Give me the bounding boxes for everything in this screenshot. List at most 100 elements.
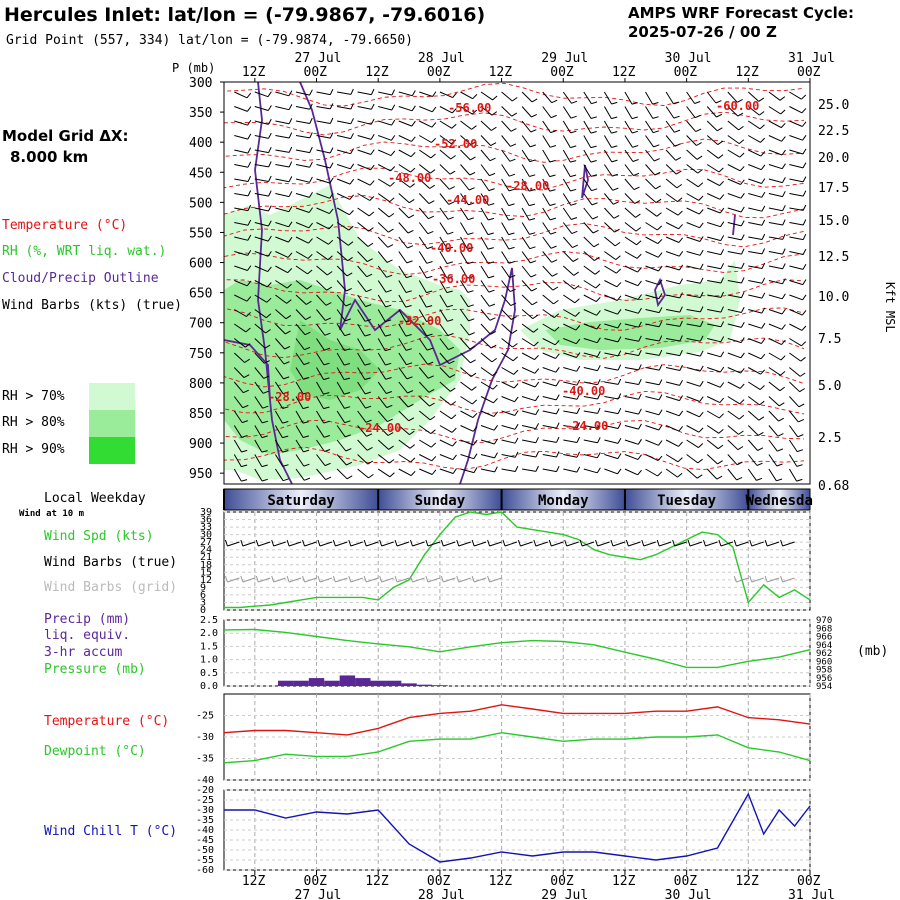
- wind-barb: [233, 425, 248, 438]
- surface-wind-barb-true: [733, 539, 749, 547]
- pressure-tick-label: 300: [189, 76, 212, 91]
- wind-barb: [501, 465, 519, 472]
- wind-barb: [604, 236, 621, 247]
- wind-barb: [563, 352, 581, 358]
- wind-barb: [316, 309, 332, 321]
- wind-barb: [768, 233, 786, 240]
- wind-barb: [377, 222, 394, 233]
- wind-barb: [604, 393, 622, 400]
- wind-barb: [419, 468, 437, 475]
- wind-barb: [624, 378, 642, 385]
- wind-barb: [624, 335, 642, 342]
- wind-barb: [789, 248, 807, 255]
- wind-speed-tick-label: 6: [200, 590, 206, 601]
- wind-barb: [645, 293, 663, 300]
- wind-barb: [645, 364, 663, 371]
- rh80-swatch: [89, 410, 135, 438]
- wind-barb: [419, 425, 436, 435]
- wind-barb: [604, 336, 622, 343]
- wind-barb: [295, 265, 313, 275]
- pressure-tick-label: 550: [189, 226, 212, 241]
- wind-barb: [275, 236, 293, 243]
- wind-barb: [706, 135, 724, 146]
- wind-barb: [666, 320, 683, 327]
- wind-barb: [748, 164, 766, 171]
- wind-barb: [295, 338, 311, 351]
- wind-barb: [604, 222, 620, 233]
- wind-barb: [542, 222, 557, 235]
- wind-barb: [234, 106, 252, 112]
- wind-barb: [645, 409, 663, 416]
- wind-barb: [727, 106, 744, 117]
- wind-barb: [788, 468, 803, 482]
- date-label-bottom: 31 Jul: [788, 888, 835, 900]
- wind-barb: [789, 148, 807, 155]
- wind-barb: [747, 410, 765, 421]
- wind-barb: [604, 422, 622, 429]
- wind-barb: [418, 207, 435, 220]
- wind-barb: [521, 323, 539, 333]
- wind-barb: [789, 190, 807, 197]
- wind-barb: [234, 161, 252, 168]
- wind-barb: [418, 294, 433, 308]
- wind-barb: [480, 251, 495, 264]
- wind-barb: [604, 350, 622, 357]
- wind-barb: [398, 178, 416, 188]
- wind-barb: [439, 164, 456, 175]
- wind-barb: [480, 452, 498, 459]
- wind-barb: [336, 410, 351, 424]
- wind-barb: [707, 277, 724, 284]
- precip-tick-label: 0.5: [200, 668, 218, 679]
- wind-barb: [275, 352, 290, 365]
- wind-barb: [665, 251, 684, 257]
- wind-barb: [480, 236, 494, 250]
- wind-barb: [460, 396, 478, 405]
- wind-barb: [234, 234, 252, 241]
- wind-barb: [439, 135, 457, 145]
- wind-barb: [274, 396, 289, 409]
- wind-barb: [624, 280, 642, 287]
- wind-barb: [418, 410, 436, 421]
- surface-wind-barb-true: [471, 539, 487, 547]
- wind-barb: [274, 439, 289, 453]
- wind-barb: [562, 135, 577, 149]
- wind-barb: [398, 439, 416, 449]
- wind-barb: [480, 323, 497, 335]
- wind-barb: [521, 251, 537, 264]
- wind-barb: [460, 323, 475, 336]
- pressure-tick-label: 960: [816, 657, 832, 667]
- temperature-contour: [223, 419, 805, 443]
- wind-barb: [501, 338, 518, 348]
- wind-barb: [316, 236, 334, 245]
- wind-barb: [480, 164, 496, 177]
- wind-barb: [727, 321, 745, 328]
- temperature-tick-label: -35: [196, 754, 214, 765]
- surface-wind-barb-grid: [749, 575, 764, 583]
- pressure-tick-label: 500: [189, 196, 212, 211]
- wind-barb: [727, 120, 744, 131]
- wind-barb: [789, 176, 807, 183]
- precip-bar: [385, 680, 402, 686]
- wind-barb: [665, 439, 683, 447]
- wind-barb: [706, 425, 724, 434]
- wind-barb: [398, 367, 413, 380]
- pressure-axis-label: P (mb): [172, 61, 215, 75]
- wind-barb: [336, 468, 353, 480]
- wind-barb: [665, 425, 683, 432]
- wind-barb: [398, 149, 416, 158]
- wind-barb: [460, 294, 474, 308]
- wind-barb: [604, 265, 622, 274]
- wind-barb: [748, 120, 765, 130]
- legend-temperature-2: Temperature (°C): [44, 714, 170, 729]
- wind-barb: [707, 235, 725, 242]
- wind-barb: [460, 280, 474, 293]
- wind-barb: [604, 437, 622, 444]
- wind-barb: [254, 425, 268, 439]
- wind-barb: [439, 178, 455, 190]
- temperature-tick-label: -25: [196, 711, 214, 722]
- wind-barb: [624, 120, 639, 134]
- surface-wind-barb-grid: [780, 575, 795, 583]
- wind-barb: [768, 149, 786, 156]
- wind-barb: [336, 222, 354, 231]
- wind-barb: [768, 177, 786, 184]
